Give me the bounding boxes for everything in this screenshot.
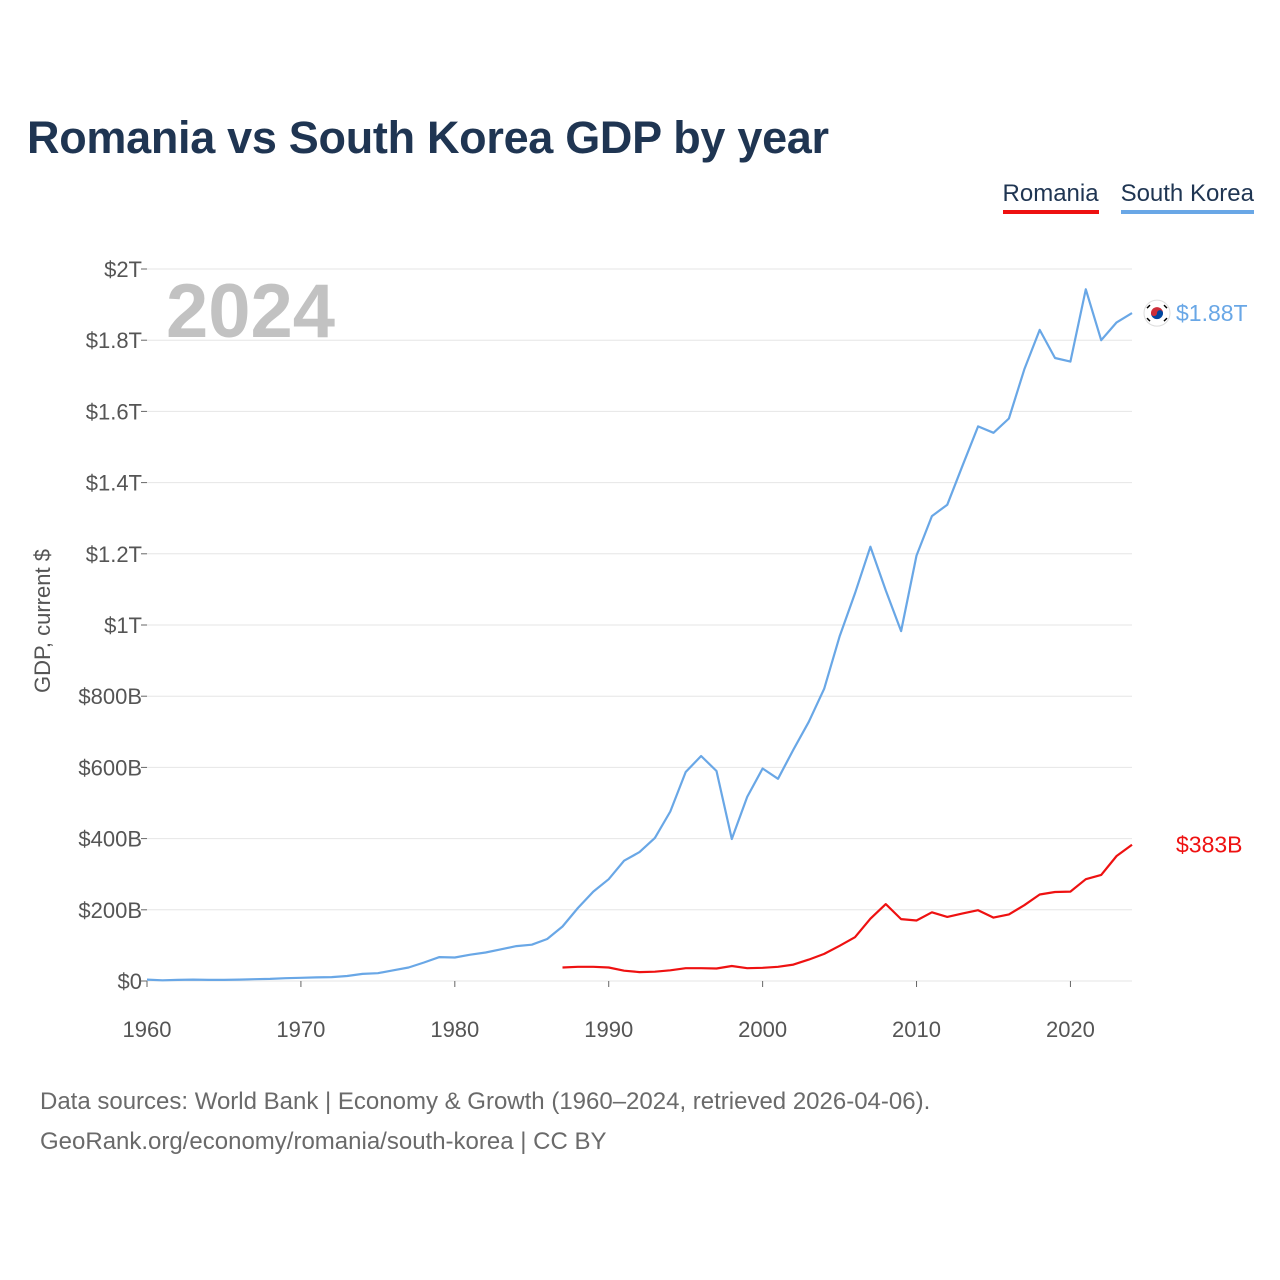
x-tick-label: 1970 (276, 1017, 325, 1042)
grid-lines (147, 268, 1132, 982)
x-tick-label: 1980 (430, 1017, 479, 1042)
x-tick-label: 1990 (584, 1017, 633, 1042)
legend: Romania South Korea (1002, 180, 1254, 214)
series-lines (146, 288, 1133, 982)
x-tick-label: 1960 (123, 1017, 172, 1042)
gdp-line-chart: 2024 $0 $200B $400B $600B $800B $1T $1.2T $1.4T… (30, 257, 1248, 1042)
romania-end-marker: $383B (1143, 831, 1243, 859)
y-tick-label: $1.8T (86, 328, 142, 353)
source-line-1: Data sources: World Bank | Economy & Gro… (40, 1088, 931, 1115)
year-watermark: 2024 (166, 269, 335, 354)
source-line-2: GeoRank.org/economy/romania/south-korea … (40, 1128, 607, 1155)
y-tick-label: $1.4T (86, 471, 142, 496)
y-tick-label: $600B (78, 755, 142, 780)
x-tick-label: 2020 (1046, 1017, 1095, 1042)
y-tick-label: $800B (78, 684, 142, 709)
south-korea-end-marker: $1.88T (1143, 299, 1248, 327)
y-axis-title: GDP, current $ (30, 549, 55, 693)
x-axis-ticks: 1960 1970 1980 1990 2000 2010 2020 (123, 981, 1095, 1042)
series-line-south-korea (146, 288, 1133, 982)
x-tick-label: 2000 (738, 1017, 787, 1042)
romania-flag-icon (1143, 831, 1172, 859)
page-title: Romania vs South Korea GDP by year (27, 112, 829, 163)
series-line-romania (562, 843, 1133, 974)
south-korea-flag-icon (1143, 299, 1171, 327)
y-tick-label: $200B (78, 898, 142, 923)
y-axis-ticks: $0 $200B $400B $600B $800B $1T $1.2T $1.4T $1.6T… (78, 257, 147, 994)
legend-item-romania[interactable]: Romania (1002, 180, 1099, 214)
legend-item-south-korea[interactable]: South Korea (1120, 180, 1254, 214)
x-tick-label: 2010 (892, 1017, 941, 1042)
y-tick-label: $2T (104, 257, 142, 282)
south-korea-end-value: $1.88T (1176, 300, 1248, 326)
romania-end-value: $383B (1176, 832, 1243, 858)
y-tick-label: $1.2T (86, 542, 142, 567)
y-tick-label: $0 (118, 969, 142, 994)
y-tick-label: $1.6T (86, 399, 142, 424)
y-tick-label: $1T (104, 613, 142, 638)
y-tick-label: $400B (78, 827, 142, 852)
source-note: Data sources: World Bank | Economy & Gro… (40, 1082, 930, 1162)
